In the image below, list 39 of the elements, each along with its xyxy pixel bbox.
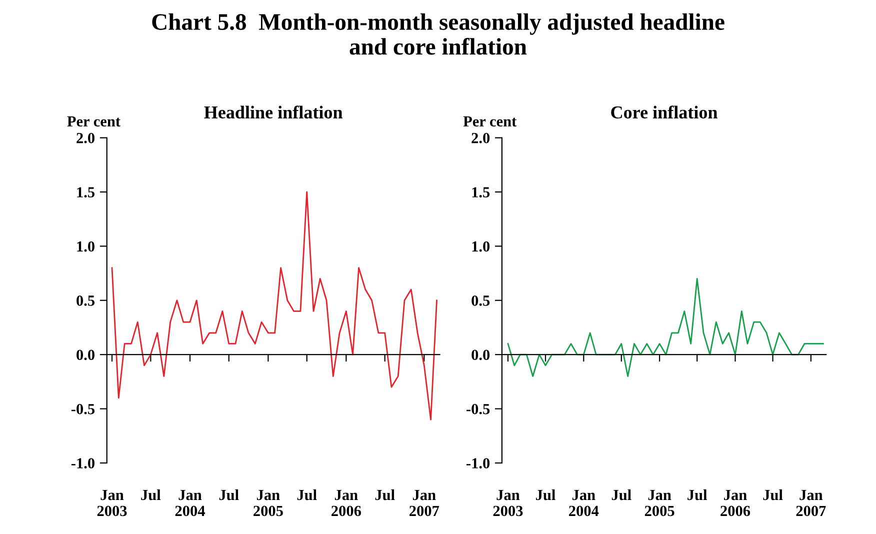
y-tick-label: 2.0	[76, 132, 94, 144]
y-tick-label: 2.0	[472, 132, 490, 144]
y-tick-label: -0.5	[71, 404, 95, 414]
y-tick-label: -0.5	[466, 404, 490, 414]
y-tick-label: -1.0	[71, 458, 94, 468]
x-tick-label: Jan 2006	[332, 490, 361, 516]
x-tick-label: Jul	[297, 489, 317, 500]
x-tick-label: Jul	[375, 489, 395, 500]
line-series	[111, 191, 438, 420]
y-axis-title: Per cent	[67, 116, 120, 127]
x-tick-label: Jul	[219, 489, 239, 500]
x-tick-label: Jul	[141, 489, 161, 500]
x-tick-label: Jan 2003	[493, 490, 523, 516]
y-tick-label: 0.5	[472, 296, 490, 306]
x-tick-label: Jan 2004	[175, 490, 205, 516]
y-tick-label: 0.0	[472, 350, 490, 360]
x-tick-label: Jan 2007	[796, 490, 826, 516]
y-axis-title: Per cent	[463, 116, 517, 127]
y-tick-label: 1.5	[472, 187, 490, 198]
y-tick-label: 0.5	[76, 296, 95, 306]
y-tick-label: -1.0	[466, 458, 490, 468]
y-tick-label: 1.5	[77, 187, 95, 198]
caption: Chart 5.8 Month-on-month seasonally adjusted headline and core inflation	[152, 13, 724, 55]
x-tick-label: Jan 2006	[720, 490, 750, 516]
x-tick-label: Jan 2005	[254, 490, 283, 516]
x-tick-label: Jul	[688, 489, 708, 500]
x-tick-label: Jan 2004	[569, 490, 599, 516]
x-tick-label: Jul	[536, 489, 556, 500]
y-tick-label: 1.0	[77, 241, 94, 252]
x-tick-label: Jan 2005	[644, 490, 674, 516]
line-series	[507, 278, 824, 377]
chart-title: Headline inflation	[204, 106, 343, 119]
chart-title: Core inflation	[611, 106, 718, 119]
x-tick-label: Jan 2003	[97, 490, 127, 516]
x-tick-label: Jul	[763, 489, 783, 500]
y-tick-label: 0.0	[76, 350, 94, 360]
y-tick-label: 1.0	[472, 241, 490, 252]
x-tick-label: Jan 2007	[410, 490, 440, 516]
x-tick-label: Jul	[612, 489, 632, 500]
